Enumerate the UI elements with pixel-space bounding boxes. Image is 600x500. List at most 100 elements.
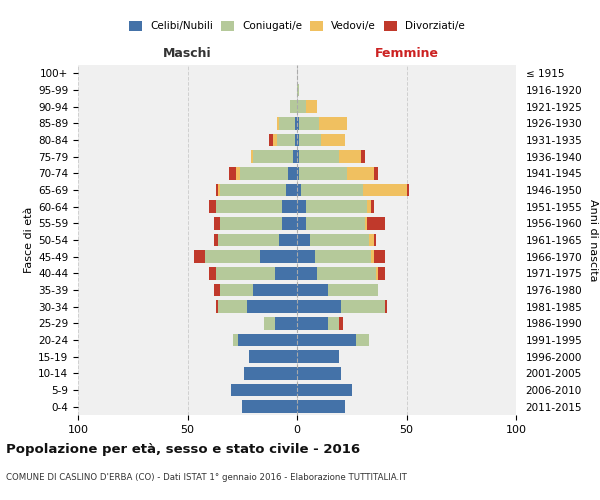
Bar: [297, 400, 345, 413]
Bar: [297, 317, 328, 330]
Bar: [275, 267, 297, 280]
Bar: [407, 184, 409, 196]
Bar: [297, 250, 314, 263]
Bar: [240, 167, 288, 179]
Bar: [216, 200, 281, 213]
Bar: [209, 200, 216, 213]
Bar: [218, 184, 220, 196]
Bar: [328, 317, 338, 330]
Bar: [338, 150, 361, 163]
Bar: [216, 267, 275, 280]
Bar: [297, 84, 299, 96]
Bar: [369, 234, 374, 246]
Bar: [260, 250, 297, 263]
Bar: [374, 250, 385, 263]
Bar: [277, 117, 280, 130]
Bar: [264, 317, 275, 330]
Bar: [295, 117, 297, 130]
Bar: [293, 150, 297, 163]
Bar: [306, 100, 317, 113]
Bar: [244, 367, 297, 380]
Bar: [356, 334, 369, 346]
Bar: [367, 200, 371, 213]
Bar: [301, 184, 362, 196]
Bar: [297, 284, 328, 296]
Bar: [347, 167, 374, 179]
Bar: [341, 300, 385, 313]
Bar: [288, 167, 297, 179]
Bar: [371, 200, 374, 213]
Bar: [273, 134, 277, 146]
Bar: [299, 150, 338, 163]
Bar: [220, 184, 286, 196]
Bar: [229, 167, 236, 179]
Bar: [214, 284, 220, 296]
Bar: [321, 134, 345, 146]
Bar: [378, 267, 385, 280]
Bar: [209, 267, 216, 280]
Bar: [319, 117, 347, 130]
Bar: [297, 217, 306, 230]
Bar: [249, 350, 297, 363]
Bar: [236, 167, 240, 179]
Bar: [317, 267, 376, 280]
Bar: [371, 250, 374, 263]
Bar: [251, 150, 253, 163]
Text: Femmine: Femmine: [374, 47, 439, 60]
Bar: [306, 217, 365, 230]
Bar: [297, 184, 301, 196]
Bar: [297, 267, 317, 280]
Bar: [297, 117, 299, 130]
Text: Popolazione per età, sesso e stato civile - 2016: Popolazione per età, sesso e stato civil…: [6, 442, 360, 456]
Bar: [297, 334, 356, 346]
Bar: [299, 134, 321, 146]
Text: Maschi: Maschi: [163, 47, 212, 60]
Bar: [297, 134, 299, 146]
Bar: [242, 400, 297, 413]
Legend: Celibi/Nubili, Coniugati/e, Vedovi/e, Divorziati/e: Celibi/Nubili, Coniugati/e, Vedovi/e, Di…: [129, 21, 465, 32]
Bar: [205, 250, 260, 263]
Bar: [232, 384, 297, 396]
Bar: [290, 100, 297, 113]
Bar: [310, 234, 369, 246]
Bar: [385, 300, 387, 313]
Bar: [233, 334, 238, 346]
Bar: [216, 184, 218, 196]
Bar: [277, 134, 295, 146]
Bar: [253, 150, 293, 163]
Bar: [297, 367, 341, 380]
Bar: [220, 284, 253, 296]
Bar: [365, 217, 367, 230]
Bar: [297, 200, 306, 213]
Bar: [374, 167, 378, 179]
Bar: [362, 184, 407, 196]
Bar: [295, 134, 297, 146]
Bar: [220, 217, 281, 230]
Bar: [338, 317, 343, 330]
Bar: [281, 217, 297, 230]
Bar: [367, 217, 385, 230]
Bar: [218, 234, 280, 246]
Bar: [253, 284, 297, 296]
Y-axis label: Anni di nascita: Anni di nascita: [588, 198, 598, 281]
Bar: [297, 167, 299, 179]
Text: COMUNE DI CASLINO D'ERBA (CO) - Dati ISTAT 1° gennaio 2016 - Elaborazione TUTTIT: COMUNE DI CASLINO D'ERBA (CO) - Dati IST…: [6, 473, 407, 482]
Bar: [238, 334, 297, 346]
Bar: [216, 300, 218, 313]
Bar: [361, 150, 365, 163]
Bar: [194, 250, 205, 263]
Bar: [297, 100, 306, 113]
Bar: [297, 234, 310, 246]
Bar: [299, 117, 319, 130]
Bar: [314, 250, 371, 263]
Bar: [297, 150, 299, 163]
Bar: [299, 167, 347, 179]
Bar: [297, 350, 338, 363]
Bar: [306, 200, 367, 213]
Bar: [269, 134, 273, 146]
Y-axis label: Fasce di età: Fasce di età: [24, 207, 34, 273]
Bar: [214, 217, 220, 230]
Bar: [297, 300, 341, 313]
Bar: [281, 200, 297, 213]
Bar: [297, 384, 352, 396]
